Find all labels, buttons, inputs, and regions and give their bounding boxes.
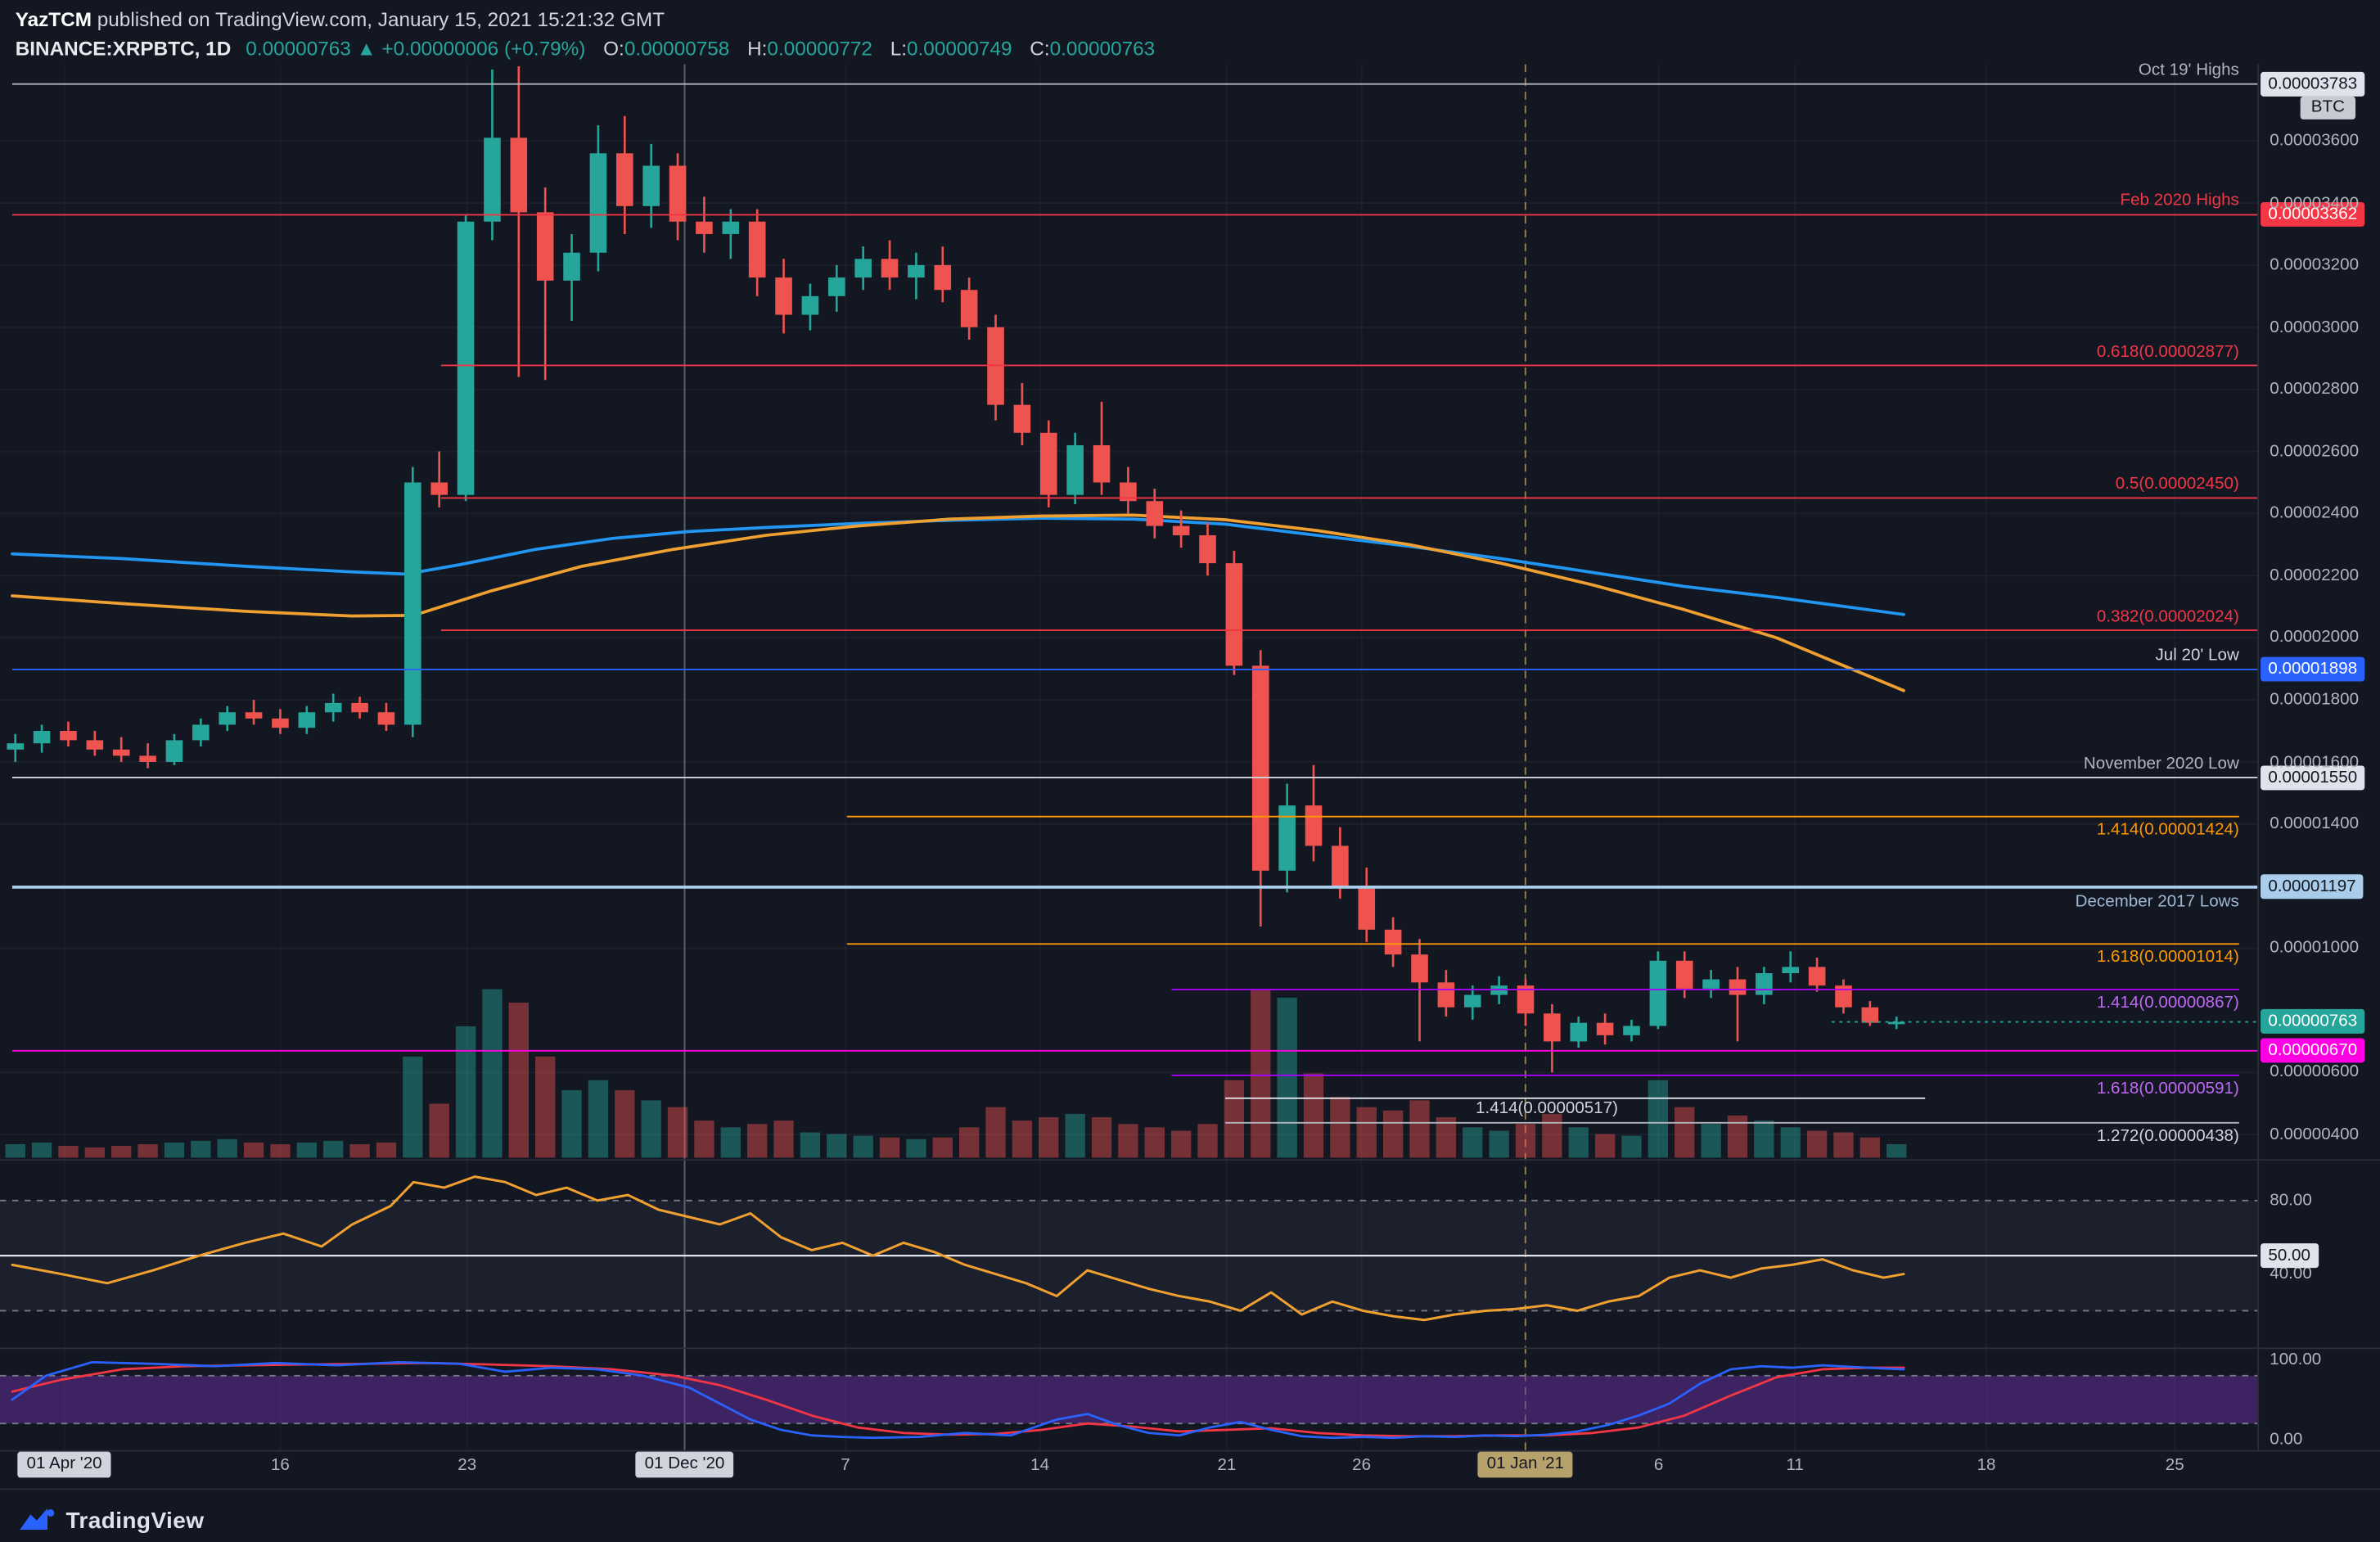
symbol-line: BINANCE:XRPBTC, 1D 0.00000763 ▲ +0.00000… (16, 35, 1155, 63)
low-label: L: (890, 36, 908, 60)
pane-separators (0, 64, 2380, 1490)
price-axis-unit-badge: BTC (2300, 96, 2356, 119)
rsi-pane (0, 1175, 2258, 1322)
publisher-rest: published on TradingView.com, January 15… (91, 7, 665, 31)
moving-averages (11, 513, 1905, 692)
low-value: 0.00000749 (907, 36, 1012, 60)
close-label: C: (1030, 36, 1050, 60)
open-value: 0.00000758 (624, 36, 730, 60)
close-value: 0.00000763 (1049, 36, 1156, 60)
time-axis[interactable] (0, 1450, 2380, 1489)
tradingview-brand[interactable]: TradingView (65, 1507, 205, 1534)
stoch-pane (0, 1360, 2258, 1440)
price-axis[interactable] (2257, 65, 2380, 1450)
last-price: 0.00000763 (246, 36, 351, 60)
tradingview-logo-icon[interactable] (18, 1507, 55, 1535)
publisher-line: YazTCM published on TradingView.com, Jan… (16, 6, 665, 34)
price-change: +0.00000006 (+0.79%) (381, 36, 586, 60)
high-value: 0.00000772 (767, 36, 872, 60)
open-label: O: (603, 36, 624, 60)
volume-bars (5, 989, 1907, 1158)
symbol-name: BINANCE:XRPBTC, 1D (15, 36, 232, 60)
high-label: H: (747, 36, 768, 60)
footer: TradingView (18, 1507, 204, 1535)
candlesticks (7, 66, 1905, 1073)
change-arrow-icon: ▲ (356, 36, 376, 60)
vertical-marks (683, 64, 1526, 1450)
grid (0, 64, 2258, 1450)
price-levels (11, 83, 2258, 1124)
publisher-username: YazTCM (15, 7, 92, 31)
